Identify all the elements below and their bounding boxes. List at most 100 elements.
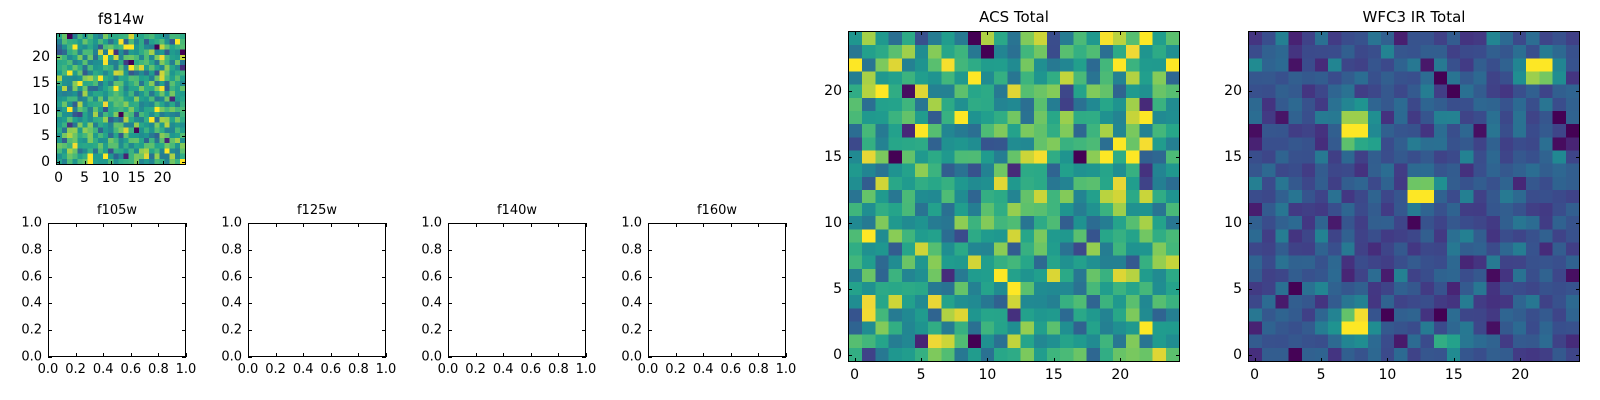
axes-f160w: 0.0 0.2 0.4 0.6 0.8 1.0 0.0 0.2 0.4 0.6 0.8 1.0 f160… xyxy=(621,204,796,376)
ytick-f105w-2 xyxy=(48,303,52,305)
yticklabel-f140w-4: 0.8 xyxy=(421,242,442,258)
xtick-f105w-3 xyxy=(130,353,132,357)
plot-title-wfc3-ir-total: WFC3 IR Total xyxy=(1362,8,1466,26)
xtick-f105w-4 xyxy=(158,223,160,227)
xtick-f125w-1 xyxy=(275,223,277,227)
xticklabel-f814w-2: 10 xyxy=(101,170,120,186)
ytick-f140w-3 xyxy=(448,276,452,278)
ytick-f814w-2 xyxy=(182,109,186,111)
xtick-f125w-0 xyxy=(248,223,249,227)
ytick-wfc3-ir-total-0 xyxy=(1576,355,1580,357)
plot-title-f125w: f125w xyxy=(296,203,338,218)
plot-frame-f105w xyxy=(48,223,186,357)
yticklabel-f814w-0: 0 xyxy=(41,154,50,171)
xtick-f140w-2 xyxy=(503,223,505,227)
ytick-f814w-4 xyxy=(182,56,186,58)
ytick-f140w-0 xyxy=(582,357,586,358)
yticklabel-f105w-2: 0.4 xyxy=(21,295,42,311)
xtick-f125w-2 xyxy=(303,223,305,227)
ytick-f125w-3 xyxy=(248,276,252,278)
xticklabel-f140w-5: 1.0 xyxy=(575,362,597,377)
xtick-acs-total-0 xyxy=(854,31,856,35)
xticklabel-f140w-1: 0.2 xyxy=(465,362,486,377)
ytick-f814w-0 xyxy=(182,162,186,164)
xticklabel-f160w-1: 0.2 xyxy=(665,362,686,377)
plot-frame-acs-total xyxy=(848,31,1180,362)
xtick-f140w-1 xyxy=(475,353,477,357)
xtick-f125w-0 xyxy=(248,353,249,357)
xtick-f814w-1 xyxy=(84,33,86,37)
xtick-f125w-4 xyxy=(358,353,360,357)
ytick-f105w-4 xyxy=(48,249,52,251)
ytick-f160w-5 xyxy=(648,223,652,224)
xtick-f814w-1 xyxy=(84,161,86,165)
xtick-f814w-2 xyxy=(110,33,112,37)
xticklabel-f814w-3: 15 xyxy=(127,170,146,186)
xticklabel-f140w-4: 0.8 xyxy=(548,362,569,377)
ytick-f125w-4 xyxy=(382,249,386,251)
heatmap-image-wfc3-ir-total xyxy=(1249,32,1579,361)
xtick-wfc3-ir-total-1 xyxy=(1321,31,1323,35)
xtick-f160w-4 xyxy=(758,223,760,227)
xticklabel-f105w-5: 1.0 xyxy=(175,362,197,377)
plot-frame-f140w xyxy=(448,223,586,357)
ytick-f105w-5 xyxy=(182,223,186,224)
yticklabel-f160w-1: 0.2 xyxy=(621,322,642,338)
xtick-acs-total-1 xyxy=(921,358,923,362)
xticklabel-f125w-2: 0.4 xyxy=(292,362,314,377)
plot-title-f814w: f814w xyxy=(97,10,145,28)
ytick-f160w-4 xyxy=(782,249,786,251)
ytick-f125w-1 xyxy=(248,330,252,332)
ytick-f140w-2 xyxy=(448,303,452,305)
ytick-f105w-3 xyxy=(182,276,186,278)
yticklabel-acs-total-2: 10 xyxy=(824,214,842,231)
xticklabel-f140w-0: 0.0 xyxy=(437,362,459,377)
ytick-f125w-3 xyxy=(382,276,386,278)
xtick-f160w-1 xyxy=(675,353,677,357)
ytick-f814w-1 xyxy=(56,135,60,137)
yticklabel-f105w-4: 0.8 xyxy=(21,242,42,258)
xtick-f105w-0 xyxy=(48,223,49,227)
ytick-f814w-3 xyxy=(56,83,60,85)
axes-f814w: 0 5 10 15 20 0 5 10 15 20 f814w xyxy=(32,12,186,185)
xtick-f140w-4 xyxy=(558,223,560,227)
xticklabel-f814w-1: 5 xyxy=(80,170,90,186)
xtick-f140w-3 xyxy=(530,223,532,227)
xtick-f140w-5 xyxy=(586,223,587,227)
xtick-f140w-1 xyxy=(475,223,477,227)
ytick-acs-total-0 xyxy=(1176,355,1180,357)
xtick-wfc3-ir-total-4 xyxy=(1520,31,1522,35)
ytick-f140w-4 xyxy=(582,249,586,251)
xticklabel-f814w-0: 0 xyxy=(54,170,64,186)
xticklabel-f125w-1: 0.2 xyxy=(265,362,286,377)
ytick-wfc3-ir-total-1 xyxy=(1576,289,1580,291)
ytick-wfc3-ir-total-3 xyxy=(1248,156,1252,158)
yticklabel-f814w-2: 10 xyxy=(32,101,50,118)
ytick-f814w-3 xyxy=(182,83,186,85)
ytick-wfc3-ir-total-1 xyxy=(1248,289,1252,291)
xticklabel-f105w-3: 0.6 xyxy=(120,362,142,377)
xtick-f140w-3 xyxy=(530,353,532,357)
ytick-f105w-4 xyxy=(182,249,186,251)
xticklabel-f140w-2: 0.4 xyxy=(492,362,514,377)
xtick-f105w-1 xyxy=(75,223,77,227)
xtick-f814w-0 xyxy=(58,33,60,37)
xticklabel-wfc3-ir-total-0: 0 xyxy=(1250,367,1260,383)
ytick-acs-total-1 xyxy=(848,289,852,291)
xtick-f105w-0 xyxy=(48,353,49,357)
yticklabel-f125w-2: 0.4 xyxy=(221,295,242,311)
xticklabel-f125w-0: 0.0 xyxy=(237,362,259,377)
xticklabel-acs-total-3: 15 xyxy=(1044,367,1063,383)
xtick-wfc3-ir-total-2 xyxy=(1387,31,1389,35)
xtick-acs-total-3 xyxy=(1053,358,1055,362)
xtick-f160w-5 xyxy=(786,223,787,227)
xtick-f814w-2 xyxy=(110,161,112,165)
ytick-f814w-1 xyxy=(182,135,186,137)
ytick-f160w-0 xyxy=(648,357,652,358)
xticklabel-f125w-3: 0.6 xyxy=(320,362,342,377)
xticklabel-f814w-4: 20 xyxy=(153,170,172,186)
yticklabel-wfc3-ir-total-0: 0 xyxy=(1233,347,1242,364)
yticklabel-f125w-0: 0.0 xyxy=(221,349,242,365)
ytick-f160w-0 xyxy=(782,357,786,358)
